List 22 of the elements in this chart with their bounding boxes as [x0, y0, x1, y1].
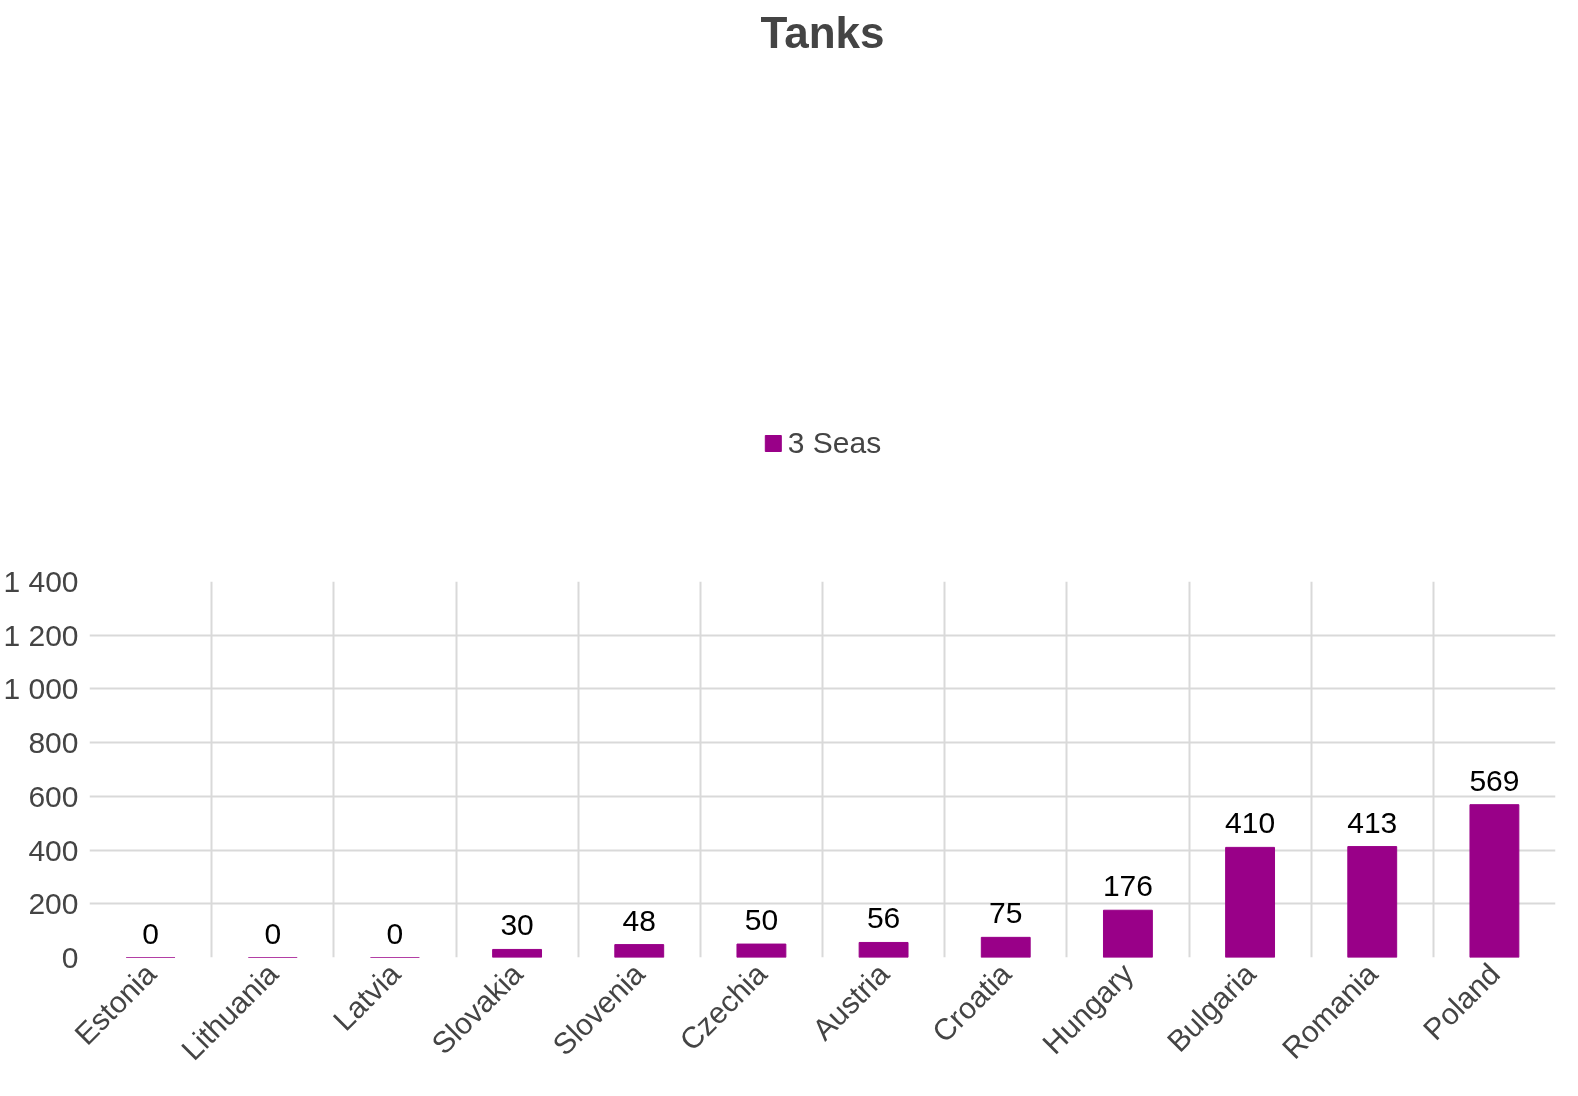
data-label: 413 [1347, 805, 1398, 839]
data-label: 75 [989, 896, 1023, 930]
y-tick-label: 200 [28, 887, 79, 921]
y-tick-label: 400 [28, 833, 79, 867]
y-tick-label: 1 200 [3, 618, 79, 652]
data-label: 0 [264, 916, 282, 950]
data-label: 0 [142, 916, 159, 950]
data-label: 56 [866, 901, 901, 935]
data-label: 410 [1225, 806, 1276, 840]
legend-label: 3 Seas [787, 425, 882, 460]
y-tick-label: 1 000 [3, 672, 79, 706]
y-tick-label: 600 [28, 779, 79, 813]
chart-title: Tanks [760, 7, 885, 57]
data-label: 48 [622, 903, 656, 937]
data-label: 569 [1469, 763, 1520, 797]
data-label: 0 [386, 916, 404, 950]
data-label: 176 [1102, 869, 1153, 903]
y-tick-label: 0 [61, 941, 79, 974]
y-tick-label: 1 400 [3, 565, 79, 598]
y-tick-label: 800 [28, 726, 79, 760]
data-label: 50 [744, 903, 779, 937]
data-label: 30 [500, 908, 534, 942]
